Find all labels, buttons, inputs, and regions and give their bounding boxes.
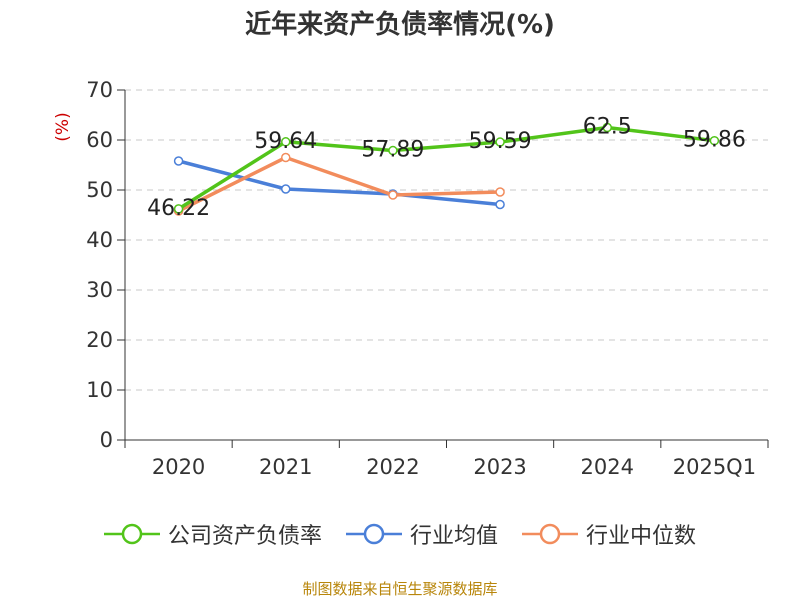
line-chart: 0 10 20 30 40 50 60 70 2020 2021 2022 2023 2024 2025Q… bbox=[53, 78, 769, 479]
data-point bbox=[388, 145, 398, 156]
series-line bbox=[176, 125, 717, 211]
x-tick-label: 2023 bbox=[473, 455, 526, 479]
y-tick-label: 50 bbox=[86, 178, 113, 202]
legend-swatch bbox=[522, 523, 578, 545]
legend-swatch bbox=[103, 523, 160, 545]
data-label: 57.89 bbox=[361, 138, 424, 163]
chart-title: 近年来资产负债率情况(%) bbox=[245, 10, 555, 40]
y-tick-label: 40 bbox=[86, 228, 113, 252]
legend-swatch-marker bbox=[539, 523, 561, 545]
data-point bbox=[709, 135, 720, 146]
y-tick-label: 30 bbox=[86, 278, 113, 302]
legend-item[interactable]: 行业中位数 bbox=[522, 518, 696, 550]
data-point bbox=[281, 137, 291, 147]
source-footer: 制图数据来自恒生聚源数据库 bbox=[302, 580, 498, 598]
data-point bbox=[388, 190, 398, 200]
x-tick-label: 2025Q1 bbox=[673, 455, 756, 479]
y-tick-label: 0 bbox=[100, 428, 113, 452]
x-tick-label: 2021 bbox=[259, 455, 312, 479]
x-tick-label: 2022 bbox=[366, 455, 419, 479]
data-label: 62.5 bbox=[583, 115, 632, 140]
data-label: 59.59 bbox=[469, 129, 532, 154]
data-point bbox=[173, 204, 184, 214]
legend-swatch-marker bbox=[363, 523, 385, 545]
data-label: 59.86 bbox=[683, 128, 746, 153]
y-axis-label: (%) bbox=[53, 112, 73, 141]
series-line bbox=[176, 159, 502, 207]
legend-swatch-marker bbox=[121, 523, 143, 545]
data-point bbox=[495, 137, 505, 147]
y-tick-label: 10 bbox=[86, 378, 113, 402]
data-point bbox=[173, 156, 184, 166]
y-tick-label: 70 bbox=[86, 78, 113, 102]
x-tick-label: 2020 bbox=[152, 455, 205, 479]
series-line bbox=[176, 155, 502, 213]
chart-legend: 公司资产负债率 行业均值 行业中位数 bbox=[0, 518, 800, 550]
y-tick-label: 60 bbox=[86, 128, 113, 152]
data-label: 59.64 bbox=[254, 129, 317, 154]
legend-label: 行业均值 bbox=[409, 524, 498, 549]
legend-label: 公司资产负债率 bbox=[167, 524, 322, 549]
y-tick-label: 20 bbox=[86, 328, 113, 352]
legend-item[interactable]: 公司资产负债率 bbox=[103, 518, 322, 550]
data-point bbox=[495, 199, 505, 210]
legend-swatch bbox=[345, 523, 402, 545]
data-point bbox=[495, 187, 505, 197]
data-point bbox=[281, 184, 291, 194]
x-tick-label: 2024 bbox=[581, 455, 634, 479]
legend-label: 行业中位数 bbox=[586, 524, 697, 549]
data-point bbox=[602, 122, 612, 133]
data-point bbox=[281, 152, 291, 163]
legend-item[interactable]: 行业均值 bbox=[345, 518, 498, 550]
data-label: 46.22 bbox=[147, 196, 210, 221]
